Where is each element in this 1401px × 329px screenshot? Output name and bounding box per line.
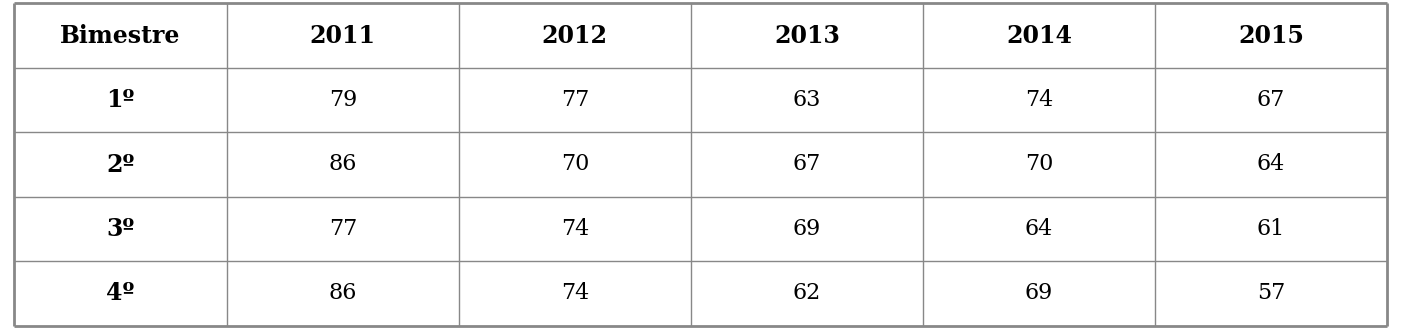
Text: 67: 67 (1257, 89, 1285, 111)
Text: 63: 63 (793, 89, 821, 111)
Text: 64: 64 (1257, 154, 1285, 175)
Text: 2014: 2014 (1006, 24, 1072, 47)
Text: 2013: 2013 (773, 24, 839, 47)
Text: 67: 67 (793, 154, 821, 175)
Text: 2012: 2012 (542, 24, 608, 47)
Text: 64: 64 (1024, 218, 1054, 240)
Text: 77: 77 (329, 218, 357, 240)
Text: 86: 86 (329, 154, 357, 175)
Text: 2015: 2015 (1238, 24, 1304, 47)
Text: 2º: 2º (106, 153, 134, 176)
Text: 57: 57 (1257, 283, 1285, 304)
Text: 74: 74 (560, 218, 588, 240)
Text: 74: 74 (560, 283, 588, 304)
Text: 79: 79 (329, 89, 357, 111)
Text: 86: 86 (329, 283, 357, 304)
Text: Bimestre: Bimestre (60, 24, 181, 47)
Text: 70: 70 (1024, 154, 1054, 175)
Text: 69: 69 (1024, 283, 1054, 304)
Text: 77: 77 (560, 89, 588, 111)
Text: 74: 74 (1024, 89, 1054, 111)
Text: 3º: 3º (106, 217, 134, 241)
Text: 2011: 2011 (310, 24, 375, 47)
Text: 61: 61 (1257, 218, 1285, 240)
Text: 69: 69 (793, 218, 821, 240)
Text: 70: 70 (560, 154, 588, 175)
Text: 62: 62 (793, 283, 821, 304)
Text: 4º: 4º (106, 282, 134, 305)
Text: 1º: 1º (106, 88, 134, 112)
